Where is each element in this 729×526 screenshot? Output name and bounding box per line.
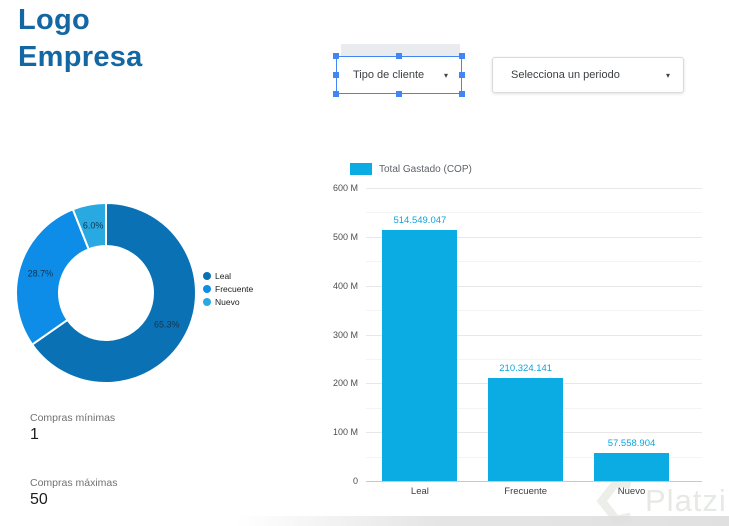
logo-line2: Empresa [18,41,143,73]
legend-swatch [350,163,372,175]
legend-label: Nuevo [215,297,240,307]
caret-down-icon: ▾ [665,70,670,80]
y-axis-tick: 300 M [332,329,358,340]
watermark-text: Platzi [645,483,727,518]
bar-value-label: 210.324.141 [499,363,553,375]
donut-legend-item-frecuente[interactable]: Frecuente [203,284,253,294]
donut-chart: 65.3% 28.7% 6.0% [15,201,197,384]
y-axis-tick: 0 [352,476,358,486]
gridline [366,481,702,482]
bar-value-label: 514.549.047 [393,214,447,226]
selection-handle-e[interactable] [459,72,465,78]
y-axis-tick: 500 M [332,231,358,242]
filter-periodo[interactable]: Selecciona un periodo ▾ [492,57,684,93]
stat-compras-minimas: Compras mínimas 1 [30,412,115,444]
stat-min-label: Compras mínimas [30,412,116,424]
donut-slice-nuevo[interactable] [71,201,107,251]
y-axis-tick: 400 M [332,280,358,291]
donut-legend: Leal Frecuente Nuevo [203,271,253,307]
gridline-minor [366,358,702,360]
filter-periodo-label: Selecciona un periodo [511,69,620,81]
donut-slice-percentage: 6.0% [83,221,104,231]
bar-nuevo[interactable] [594,452,669,481]
selection-handle-ne[interactable] [459,53,465,59]
donut-slice-leal[interactable] [30,201,197,384]
donut-legend-item-leal[interactable]: Leal [203,271,253,281]
legend-dot-icon [203,272,211,280]
stat-min-value: 1 [30,426,39,443]
legend-label: Leal [215,271,232,281]
legend-series-label: Total Gastado (COP) [379,163,472,175]
selection-handle-nw[interactable] [333,53,339,59]
stat-max-label: Compras máximas [30,477,118,489]
selection-handle-sw[interactable] [333,91,339,97]
y-axis-tick: 600 M [332,183,358,193]
selection-handle-n[interactable] [396,53,402,59]
gridline [366,236,702,238]
bar-frecuente[interactable] [488,378,564,481]
donut-slice-frecuente[interactable] [15,208,90,346]
y-axis-tick: 200 M [332,378,358,389]
bottom-shadow-strip [235,516,729,526]
bar-chart-legend: Total Gastado (COP) [350,163,472,175]
x-axis-label-leal: Leal [410,486,429,497]
x-axis-label-nuevo: Nuevo [617,486,646,497]
x-axis-label-frecuente: Frecuente [504,486,548,497]
caret-down-icon: ▾ [443,70,448,80]
selection-handle-s[interactable] [396,91,402,97]
stat-max-value: 50 [30,491,48,508]
filter-drag-bar[interactable] [341,44,460,57]
filter-tipo-de-cliente-label: Tipo de cliente [353,69,425,81]
company-logo: Logo Empresa [18,2,143,76]
gridline [366,285,702,287]
logo-line1: Logo [18,4,91,36]
gridline [366,334,702,336]
stat-compras-maximas: Compras máximas 50 [30,477,118,509]
gridline-minor [366,261,702,263]
y-axis-tick: 100 M [332,427,358,438]
selection-handle-se[interactable] [459,91,465,97]
donut-slice-percentage: 28.7% [28,268,54,278]
gridline [366,188,702,189]
bar-leal[interactable] [382,229,458,481]
legend-label: Frecuente [215,284,254,294]
legend-dot-icon [203,285,211,293]
bar-value-label: 57.558.904 [607,437,656,449]
legend-dot-icon [203,298,211,306]
filter-tipo-de-cliente[interactable]: Tipo de cliente ▾ [333,53,465,97]
donut-legend-item-nuevo[interactable]: Nuevo [203,297,253,307]
donut-slice-percentage: 65.3% [154,320,180,330]
gridline-minor [366,212,702,214]
selection-handle-w[interactable] [333,72,339,78]
gridline-minor [366,310,702,312]
